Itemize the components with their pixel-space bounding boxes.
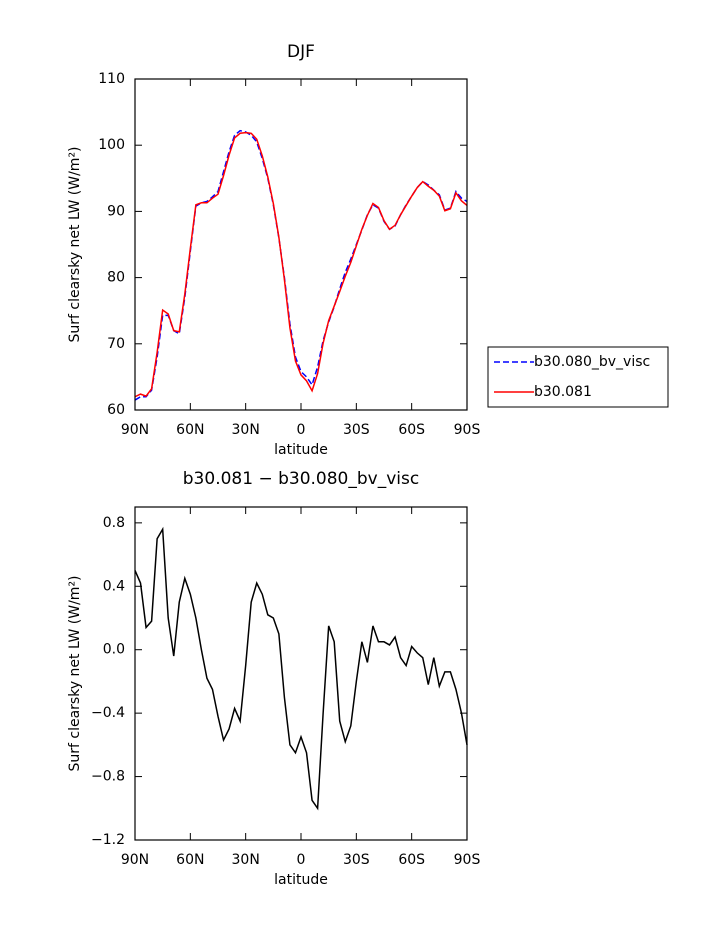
y-tick-label: −0.4: [91, 705, 125, 721]
x-tick-label: 30S: [343, 422, 370, 438]
x-tick-label: 0: [297, 422, 306, 438]
x-tick-label: 60S: [398, 422, 425, 438]
y-tick-label: 110: [98, 71, 125, 87]
x-tick-label: 30S: [343, 852, 370, 868]
x-tick-label: 90S: [454, 422, 481, 438]
x-tick-label: 90N: [121, 852, 149, 868]
series-line: [134, 526, 468, 811]
chart-title: DJF: [287, 42, 315, 62]
series-line: [134, 129, 468, 401]
y-tick-label: 0.8: [103, 515, 125, 531]
y-tick-label: 100: [98, 137, 125, 153]
y-tick-label: 90: [107, 203, 125, 219]
x-tick-label: 60N: [176, 422, 204, 438]
chart-title: b30.081 − b30.080_bv_visc: [183, 469, 419, 489]
x-tick-label: 60S: [398, 852, 425, 868]
y-tick-label: 0.4: [103, 578, 125, 594]
x-tick-label: 0: [297, 852, 306, 868]
legend-box: [487, 346, 669, 408]
y-tick-label: 80: [107, 270, 125, 286]
x-tick-label: 90N: [121, 422, 149, 438]
y-axis-label: Surf clearsky net LW (W/m²): [67, 146, 83, 342]
y-tick-label: −0.8: [91, 769, 125, 785]
y-tick-label: 70: [107, 336, 125, 352]
x-tick-label: 60N: [176, 852, 204, 868]
x-tick-label: 30N: [232, 852, 260, 868]
y-tick-label: 0.0: [103, 642, 125, 658]
x-axis-label: latitude: [274, 442, 328, 458]
plot-frame: [134, 78, 468, 411]
x-axis-label: latitude: [274, 872, 328, 888]
series-line: [134, 131, 468, 398]
legend-label: b30.081: [534, 384, 592, 400]
x-tick-label: 90S: [454, 852, 481, 868]
legend-label: b30.080_bv_visc: [534, 354, 650, 370]
x-tick-label: 30N: [232, 422, 260, 438]
y-axis-label: Surf clearsky net LW (W/m²): [67, 575, 83, 771]
plot-frame: [134, 506, 468, 841]
y-tick-label: 60: [107, 402, 125, 418]
y-tick-label: −1.2: [91, 832, 125, 848]
legend: b30.080_bv_visc b30.081: [487, 346, 669, 408]
